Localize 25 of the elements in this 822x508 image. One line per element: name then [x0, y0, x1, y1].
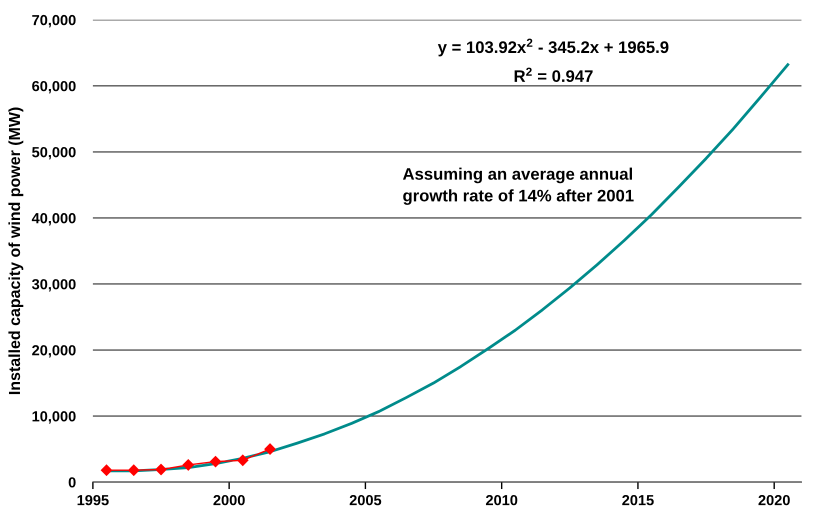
annotation: y = 103.92x$^{2}$ - 345.2x + 1965.9: [438, 38, 668, 56]
y-tick-label: 10,000: [32, 411, 76, 424]
point: [237, 454, 248, 466]
point: [182, 459, 194, 471]
y-tick-label: 0: [68, 477, 76, 488]
x-tick-label: 2000: [213, 494, 245, 506]
y-tick-label: 20,000: [32, 345, 76, 358]
point: [128, 464, 140, 476]
y-tick-label: 60,000: [32, 80, 76, 94]
x-tick-label: 2010: [486, 494, 518, 506]
point: [100, 464, 112, 476]
y-tick-label: 40,000: [32, 213, 76, 226]
annotation: Assuming an average annual growth rate of 14% after 2001: [402, 168, 634, 205]
point: [264, 443, 276, 455]
x-tick-label: 1995: [78, 494, 109, 506]
annotation: R$^{2}$ = 0.947: [514, 68, 593, 82]
y-tick-label: 50,000: [32, 146, 76, 160]
point: [210, 456, 222, 468]
x-tick-label: 2020: [758, 494, 790, 506]
y-tick-label: 70,000: [32, 14, 76, 28]
point: [155, 464, 167, 476]
y-tick-label: 30,000: [32, 279, 76, 292]
x-tick-label: 2015: [622, 494, 654, 506]
y-axis-title: Installed capacity of wind power (MW): [8, 108, 24, 394]
x-tick-label: 2005: [350, 494, 382, 506]
